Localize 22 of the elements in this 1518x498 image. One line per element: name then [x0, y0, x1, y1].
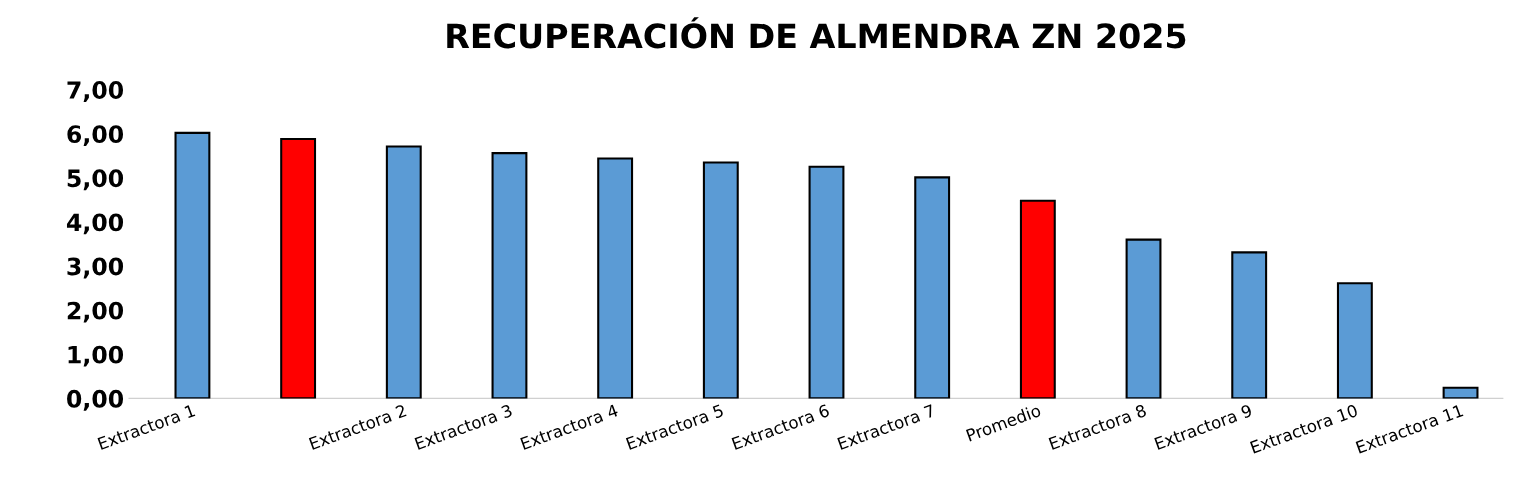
y-tick-label: 5,00 [67, 169, 124, 191]
bar [808, 165, 845, 399]
bar [491, 152, 528, 399]
y-tick-label: 4,00 [66, 213, 124, 235]
bar [702, 161, 739, 399]
bar [1442, 386, 1479, 399]
y-tick-label: 1,00 [68, 345, 124, 367]
y-tick-label: 2,00 [67, 301, 124, 323]
bar [1336, 282, 1373, 399]
bar [597, 157, 634, 399]
bar [1231, 251, 1268, 399]
bar [914, 176, 951, 399]
bar [1125, 238, 1162, 399]
chart-title: RECUPERACIÓN DE ALMENDRA ZN 2025 [447, 17, 1186, 49]
bar [280, 138, 317, 399]
bar [385, 145, 422, 399]
y-tick-label: 3,00 [67, 257, 124, 279]
bar [1019, 199, 1056, 399]
y-tick-label: 0,00 [67, 389, 124, 411]
y-tick-label: 7,00 [67, 81, 124, 102]
bar [174, 131, 211, 399]
y-tick-label: 6,00 [67, 125, 124, 147]
